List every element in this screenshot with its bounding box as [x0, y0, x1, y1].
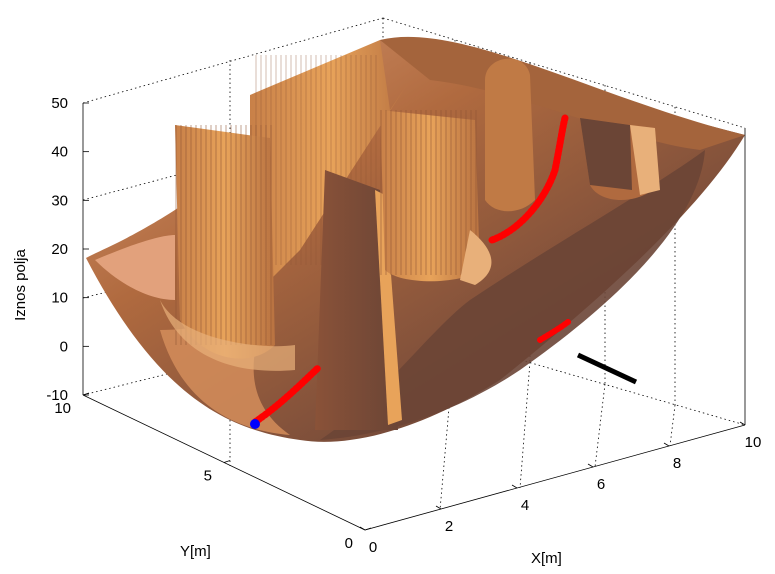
- z-axis-label: Iznos polja: [12, 248, 29, 320]
- x-tick-label: 8: [673, 455, 681, 472]
- obstacle-right-block-shadow: [580, 118, 632, 190]
- x-tick-label: 4: [521, 497, 529, 514]
- path-segment-lower: [251, 364, 322, 426]
- obstacle-left-cylinder-stripes: [175, 125, 273, 345]
- x-tick-label: 2: [445, 518, 453, 535]
- x-tick-mark: [739, 421, 746, 426]
- surface-far-slope: [380, 36, 745, 150]
- obstacle-front-fin: [315, 170, 398, 430]
- start-marker: [250, 419, 260, 429]
- y-axis-ticks: 0 5 10: [54, 392, 372, 552]
- x-tick-mark: [663, 442, 670, 447]
- z-tick-label: 40: [51, 144, 68, 161]
- path-layer: [250, 114, 638, 429]
- y-tick-label: 10: [54, 400, 71, 417]
- z-tick-label: 50: [51, 95, 68, 112]
- y-tick-mark: [364, 527, 372, 531]
- z-tick-label: 20: [51, 241, 68, 258]
- path-segment-upper: [488, 114, 569, 244]
- z-axis-ticks: -10 0 10 20 30 40 50: [46, 95, 89, 404]
- goal-marker: [576, 352, 638, 385]
- surface-highlight: [95, 235, 175, 300]
- obstacle-mid-cylinder-base: [460, 230, 492, 285]
- y-tick-mark: [82, 392, 90, 396]
- x-tick-mark: [587, 463, 594, 468]
- x-tick-label: 10: [745, 434, 762, 451]
- y-tick-label: 5: [204, 468, 212, 485]
- obstacle-right-block-face: [630, 125, 660, 195]
- y-tick-mark: [223, 460, 231, 463]
- z-tick-label: -10: [46, 387, 68, 404]
- obstacle-far-cylinder: [485, 58, 535, 212]
- obstacle-left-cylinder-base: [160, 300, 295, 371]
- x-axis-label: X[m]: [531, 550, 562, 567]
- x-axis-ticks: 0 2 4 6 8 10: [359, 421, 762, 556]
- z-tick-label: 0: [60, 338, 68, 355]
- z-tick-label: 30: [51, 192, 68, 209]
- x-tick-mark: [435, 505, 442, 510]
- x-tick-label: 0: [369, 539, 377, 556]
- surface-dark-band: [320, 150, 705, 440]
- z-tick-label: 10: [51, 290, 68, 307]
- y-axis-label: Y[m]: [180, 543, 211, 560]
- obstacle-mid-cylinder-stripes: [380, 110, 478, 275]
- x-tick-mark: [511, 484, 518, 489]
- obstacles: [160, 40, 660, 430]
- y-tick-label: 0: [345, 535, 353, 552]
- path-segment-right: [537, 319, 571, 343]
- x-tick-mark: [359, 526, 366, 531]
- x-tick-label: 6: [597, 476, 605, 493]
